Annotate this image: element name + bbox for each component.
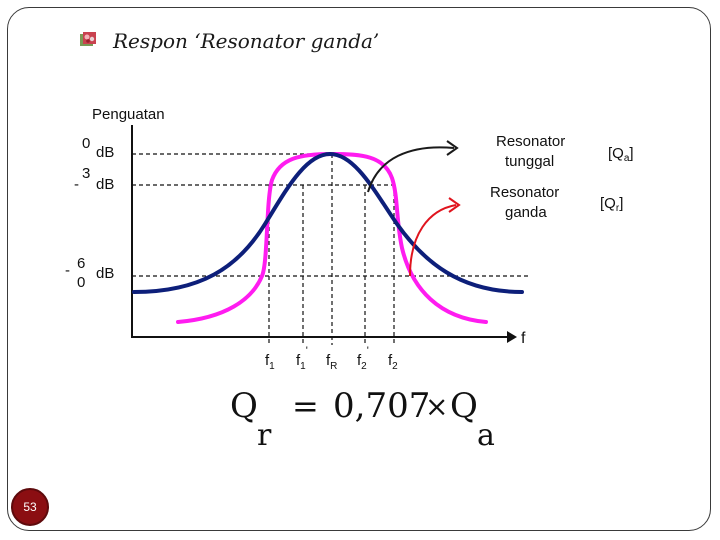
equation-rhs: Q — [450, 386, 478, 426]
double-resonator-pointer — [409, 204, 457, 277]
legend-single-line2: tunggal — [505, 153, 554, 170]
equation-equals: = — [292, 387, 319, 425]
y-axis-title: Penguatan — [92, 106, 165, 123]
label-f1: f1 — [265, 352, 275, 372]
db-minus3-sign: - — [74, 176, 79, 193]
label-f2: f2 — [388, 352, 398, 372]
equation-rhs-subscript: a — [477, 418, 495, 453]
equation-lhs-subscript: r — [257, 418, 272, 453]
db-minus60-number-bottom: 0 — [77, 274, 85, 291]
equation-times: × — [425, 390, 449, 423]
db-zero-number: 0 — [82, 135, 90, 152]
legend-single-q: [Qa] — [608, 145, 634, 164]
legend-single-line1: Resonator — [496, 133, 565, 150]
slide-frame — [7, 7, 711, 531]
single-resonator-pointer-head — [446, 140, 459, 156]
legend-double-q: [Qr] — [600, 195, 623, 214]
db-minus60-sign: - — [65, 262, 70, 279]
legend-double-line1: Resonator — [490, 184, 559, 201]
double-resonator-pointer-head — [448, 197, 461, 213]
db-minus3-number: 3 — [82, 165, 90, 182]
flower-bullet-icon — [80, 32, 96, 46]
label-f1-prime: f1' — [296, 345, 308, 372]
db-minus60-unit: dB — [96, 265, 114, 282]
single-resonator-pointer — [367, 146, 455, 193]
x-axis-arrowhead — [507, 331, 517, 343]
legend-double-line2: ganda — [505, 204, 547, 221]
label-fR: fR — [326, 352, 337, 372]
slide-number-badge: 53 — [11, 488, 49, 526]
db-minus60-number-top: 6 — [77, 255, 85, 272]
label-f2-prime: f2' — [357, 345, 369, 372]
slide-title: Respon ‘Resonator ganda’ — [113, 29, 380, 53]
equation-coefficient: 0,707 — [333, 386, 431, 426]
equation-lhs: Q — [230, 386, 258, 426]
guide-lines — [132, 153, 528, 345]
db-minus3-unit: dB — [96, 176, 114, 193]
x-axis-letter: f — [521, 330, 526, 347]
single-resonator-curve — [132, 151, 524, 294]
db-zero-unit: dB — [96, 144, 114, 161]
